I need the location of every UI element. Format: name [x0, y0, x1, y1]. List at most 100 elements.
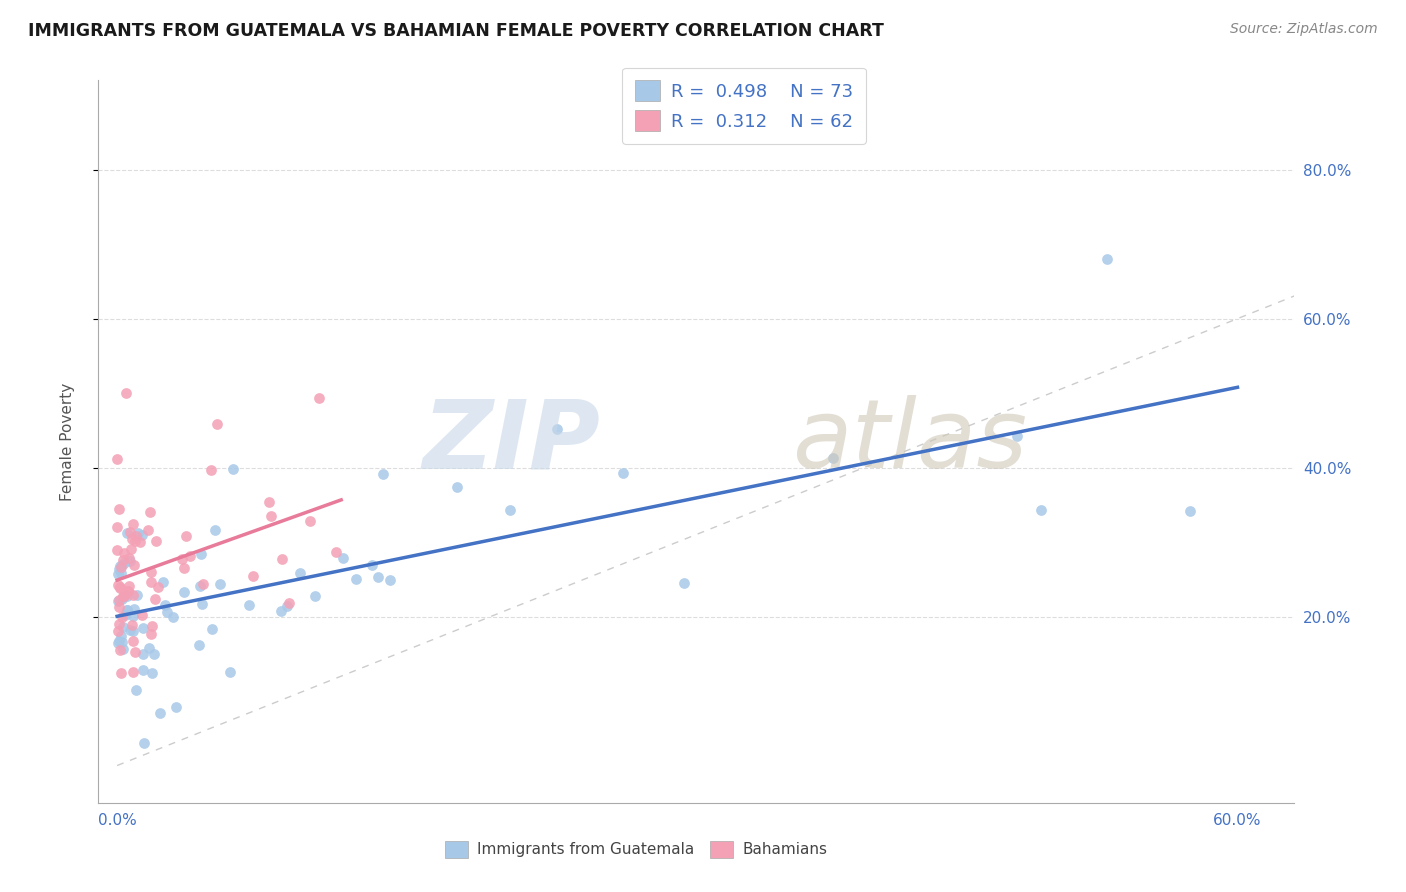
Point	[238, 598, 260, 612]
Point	[304, 589, 326, 603]
Point	[128, 535, 150, 549]
Point	[141, 666, 163, 681]
Point	[138, 505, 160, 519]
Point	[132, 736, 155, 750]
Point	[145, 533, 167, 548]
Point	[120, 524, 142, 539]
Point	[115, 526, 138, 541]
Point	[200, 622, 222, 636]
Point	[120, 541, 142, 556]
Point	[108, 580, 131, 594]
Point	[271, 551, 294, 566]
Point	[121, 588, 143, 602]
Point	[242, 569, 264, 583]
Point	[107, 567, 129, 582]
Point	[108, 599, 131, 614]
Point	[111, 590, 134, 604]
Point	[122, 602, 145, 616]
Point	[260, 508, 283, 523]
Point	[108, 558, 131, 573]
Point	[110, 559, 132, 574]
Point	[1095, 252, 1118, 266]
Point	[122, 634, 145, 648]
Point	[205, 417, 228, 432]
Point	[122, 624, 145, 638]
Point	[179, 549, 201, 563]
Point	[105, 519, 128, 533]
Point	[190, 579, 212, 593]
Point	[546, 422, 568, 436]
Point	[170, 551, 193, 566]
Point	[139, 626, 162, 640]
Y-axis label: Female Poverty: Female Poverty	[60, 383, 75, 500]
Point	[105, 543, 128, 558]
Point	[257, 495, 280, 509]
Point	[108, 643, 131, 657]
Point	[165, 699, 187, 714]
Point	[149, 706, 172, 720]
Point	[112, 589, 135, 603]
Point	[672, 576, 695, 591]
Point	[127, 525, 149, 540]
Point	[118, 551, 141, 566]
Point	[111, 642, 134, 657]
Point	[118, 623, 141, 637]
Point	[121, 665, 143, 679]
Point	[308, 391, 330, 405]
Point	[204, 523, 226, 537]
Point	[138, 640, 160, 655]
Point	[152, 575, 174, 590]
Point	[131, 622, 153, 636]
Point	[132, 648, 155, 662]
Point	[112, 546, 135, 560]
Point	[121, 618, 143, 632]
Point	[117, 583, 139, 598]
Text: IMMIGRANTS FROM GUATEMALA VS BAHAMIAN FEMALE POVERTY CORRELATION CHART: IMMIGRANTS FROM GUATEMALA VS BAHAMIAN FE…	[28, 22, 884, 40]
Point	[110, 665, 132, 680]
Point	[344, 572, 367, 586]
Legend: Immigrants from Guatemala, Bahamians: Immigrants from Guatemala, Bahamians	[439, 835, 834, 863]
Point	[191, 577, 214, 591]
Point	[108, 617, 131, 632]
Point	[499, 503, 522, 517]
Point	[107, 502, 129, 516]
Point	[114, 607, 136, 622]
Text: Source: ZipAtlas.com: Source: ZipAtlas.com	[1230, 22, 1378, 37]
Point	[107, 634, 129, 648]
Point	[148, 580, 170, 594]
Point	[125, 682, 148, 697]
Point	[270, 604, 292, 618]
Point	[821, 451, 844, 466]
Point	[325, 545, 347, 559]
Point	[111, 635, 134, 649]
Point	[360, 558, 382, 573]
Point	[122, 558, 145, 572]
Point	[371, 467, 394, 482]
Point	[190, 547, 212, 561]
Point	[108, 561, 131, 575]
Point	[332, 551, 354, 566]
Point	[112, 620, 135, 634]
Point	[141, 618, 163, 632]
Point	[222, 462, 245, 476]
Point	[174, 529, 197, 543]
Point	[1031, 503, 1053, 517]
Point	[122, 516, 145, 531]
Point	[115, 386, 138, 401]
Point	[446, 480, 468, 494]
Point	[138, 524, 160, 538]
Point	[107, 578, 129, 592]
Point	[107, 593, 129, 607]
Point	[299, 514, 322, 528]
Point	[209, 576, 232, 591]
Point	[117, 589, 139, 603]
Point	[110, 566, 132, 580]
Point	[111, 558, 134, 572]
Point	[173, 561, 195, 575]
Point	[110, 629, 132, 643]
Point	[112, 553, 135, 567]
Point	[188, 638, 211, 652]
Point	[141, 575, 163, 590]
Point	[124, 534, 146, 549]
Text: ZIP: ZIP	[422, 395, 600, 488]
